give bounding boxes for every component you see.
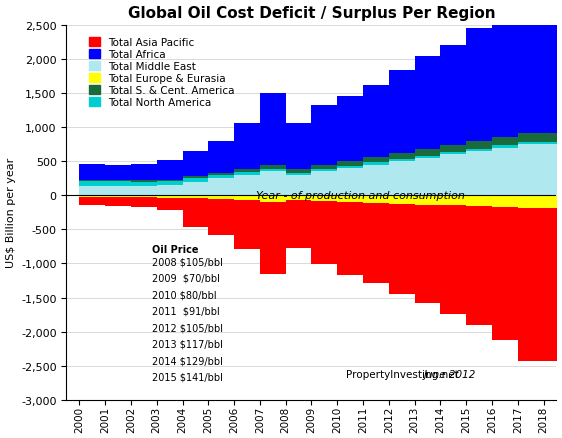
Y-axis label: US$ Billion per year: US$ Billion per year <box>6 158 16 268</box>
Text: 2015 $141/bbl: 2015 $141/bbl <box>152 372 223 382</box>
Text: Oil Price: Oil Price <box>152 245 199 254</box>
Text: 2008 $105/bbl: 2008 $105/bbl <box>152 257 223 267</box>
Text: 2009  $70/bbl: 2009 $70/bbl <box>152 273 220 283</box>
Text: 2011  $91/bbl: 2011 $91/bbl <box>152 306 220 316</box>
Title: Global Oil Cost Deficit / Surplus Per Region: Global Oil Cost Deficit / Surplus Per Re… <box>128 6 495 21</box>
Text: 2012 $105/bbl: 2012 $105/bbl <box>152 322 223 332</box>
Text: 2013 $117/bbl: 2013 $117/bbl <box>152 339 223 349</box>
Text: 2014 $129/bbl: 2014 $129/bbl <box>152 355 223 365</box>
Text: 2010 $80/bbl: 2010 $80/bbl <box>152 290 217 300</box>
Text: Year - of production and consumption: Year - of production and consumption <box>256 191 465 201</box>
Legend: Total Asia Pacific, Total Africa, Total Middle East, Total Europe & Eurasia, Tot: Total Asia Pacific, Total Africa, Total … <box>87 35 238 111</box>
Text: June 2012: June 2012 <box>424 369 477 379</box>
Text: PropertyInvesting.net: PropertyInvesting.net <box>346 369 462 379</box>
